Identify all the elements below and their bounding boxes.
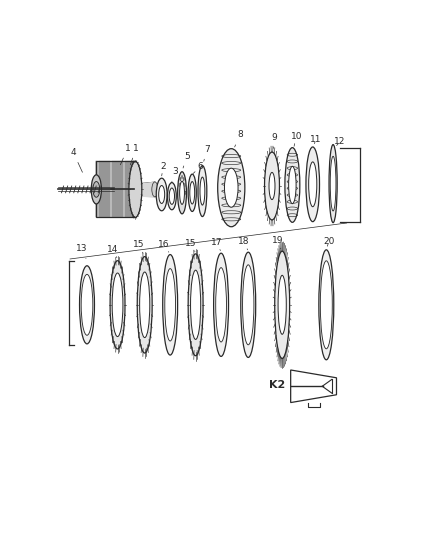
Text: 12: 12 — [334, 138, 346, 146]
Ellipse shape — [91, 175, 102, 204]
Ellipse shape — [178, 172, 187, 214]
Ellipse shape — [162, 255, 178, 355]
Ellipse shape — [179, 183, 180, 187]
Polygon shape — [96, 161, 135, 217]
Ellipse shape — [330, 156, 336, 211]
Ellipse shape — [81, 274, 93, 335]
Ellipse shape — [329, 144, 337, 223]
Ellipse shape — [218, 149, 245, 227]
Text: 1: 1 — [131, 144, 139, 165]
Ellipse shape — [159, 185, 165, 204]
Ellipse shape — [180, 177, 181, 181]
Ellipse shape — [165, 269, 176, 341]
Text: 14: 14 — [107, 245, 118, 257]
Ellipse shape — [241, 252, 256, 358]
Ellipse shape — [110, 261, 125, 349]
Ellipse shape — [320, 261, 332, 349]
Ellipse shape — [156, 178, 167, 211]
Text: 18: 18 — [238, 237, 250, 250]
Text: 13: 13 — [76, 244, 88, 259]
Text: 2: 2 — [161, 161, 166, 176]
Ellipse shape — [80, 266, 95, 344]
Text: 16: 16 — [158, 240, 170, 252]
Text: 15: 15 — [185, 239, 196, 252]
Ellipse shape — [275, 251, 290, 358]
Ellipse shape — [169, 188, 174, 204]
Ellipse shape — [214, 253, 229, 357]
Ellipse shape — [180, 181, 184, 204]
Ellipse shape — [190, 182, 194, 204]
Ellipse shape — [319, 250, 334, 360]
Ellipse shape — [200, 177, 205, 205]
Text: 1: 1 — [120, 144, 131, 165]
Text: 6: 6 — [193, 161, 204, 173]
Text: 19: 19 — [272, 237, 284, 249]
Ellipse shape — [188, 174, 196, 212]
Ellipse shape — [129, 161, 142, 217]
Ellipse shape — [184, 183, 185, 187]
Ellipse shape — [285, 148, 300, 222]
Ellipse shape — [182, 175, 183, 179]
Text: 5: 5 — [183, 151, 190, 168]
Text: 7: 7 — [204, 145, 210, 161]
Text: 10: 10 — [291, 132, 302, 146]
Ellipse shape — [243, 265, 254, 345]
Ellipse shape — [225, 168, 238, 207]
Polygon shape — [291, 370, 336, 402]
Ellipse shape — [265, 152, 279, 220]
Text: 3: 3 — [172, 167, 178, 182]
Ellipse shape — [140, 272, 150, 337]
Ellipse shape — [269, 172, 275, 199]
Ellipse shape — [167, 183, 176, 210]
Ellipse shape — [306, 147, 319, 222]
Text: 11: 11 — [311, 134, 322, 144]
Ellipse shape — [183, 177, 184, 181]
Ellipse shape — [191, 270, 201, 340]
Ellipse shape — [137, 256, 152, 353]
Ellipse shape — [93, 182, 100, 197]
Ellipse shape — [185, 191, 186, 195]
Ellipse shape — [152, 182, 158, 197]
Ellipse shape — [188, 254, 203, 356]
Ellipse shape — [309, 162, 317, 207]
Text: 4: 4 — [71, 148, 82, 172]
Ellipse shape — [198, 166, 207, 216]
Ellipse shape — [289, 166, 296, 204]
Text: 15: 15 — [133, 240, 145, 253]
Text: 8: 8 — [235, 131, 243, 147]
Ellipse shape — [278, 276, 286, 334]
Text: K2: K2 — [269, 379, 285, 390]
Text: 9: 9 — [272, 133, 277, 148]
Ellipse shape — [112, 273, 123, 336]
Ellipse shape — [215, 268, 226, 342]
Text: 20: 20 — [323, 237, 335, 246]
Text: 17: 17 — [211, 238, 222, 251]
